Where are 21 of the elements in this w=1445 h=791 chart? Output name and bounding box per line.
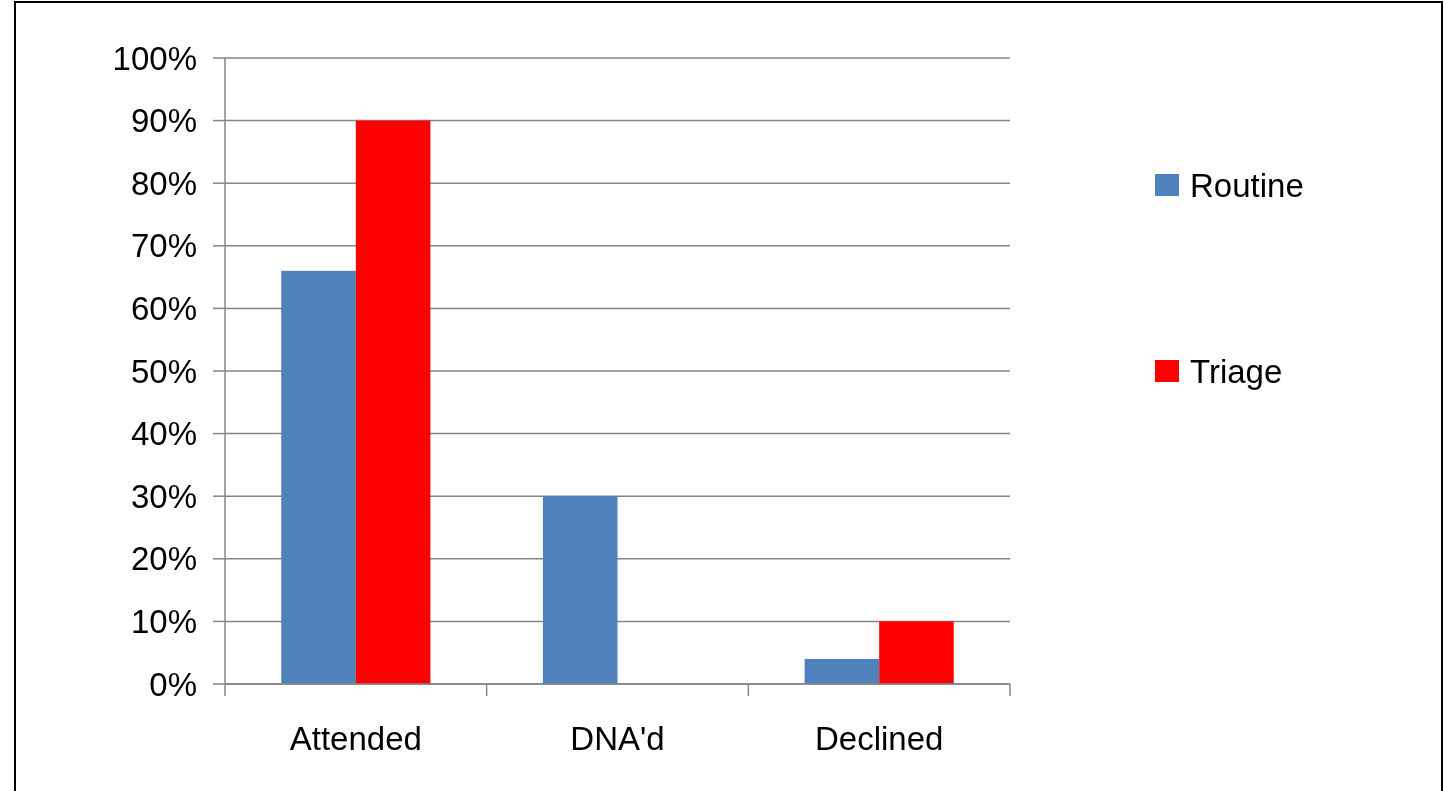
y-tick-label: 40% <box>130 415 197 453</box>
legend-label: Routine <box>1190 166 1304 204</box>
legend-label: Triage <box>1190 352 1283 390</box>
x-tick-label: DNA'd <box>570 719 665 757</box>
y-tick-label: 60% <box>130 289 197 327</box>
y-tick-label: 100% <box>112 39 197 77</box>
y-tick-label: 30% <box>130 477 197 515</box>
bar <box>804 658 880 684</box>
x-tick-label: Attended <box>289 719 422 757</box>
y-tick-label: 0% <box>149 665 197 703</box>
bar <box>879 621 954 684</box>
y-tick-label: 10% <box>130 602 197 640</box>
y-tick-label: 20% <box>130 540 197 578</box>
bar <box>355 120 431 684</box>
bar <box>542 496 618 684</box>
bar <box>281 270 356 684</box>
x-tick-label: Declined <box>814 719 944 757</box>
y-tick-label: 70% <box>130 227 197 265</box>
y-tick-label: 90% <box>130 102 197 140</box>
y-tick-label: 50% <box>130 352 197 390</box>
y-tick-label: 80% <box>130 164 197 202</box>
